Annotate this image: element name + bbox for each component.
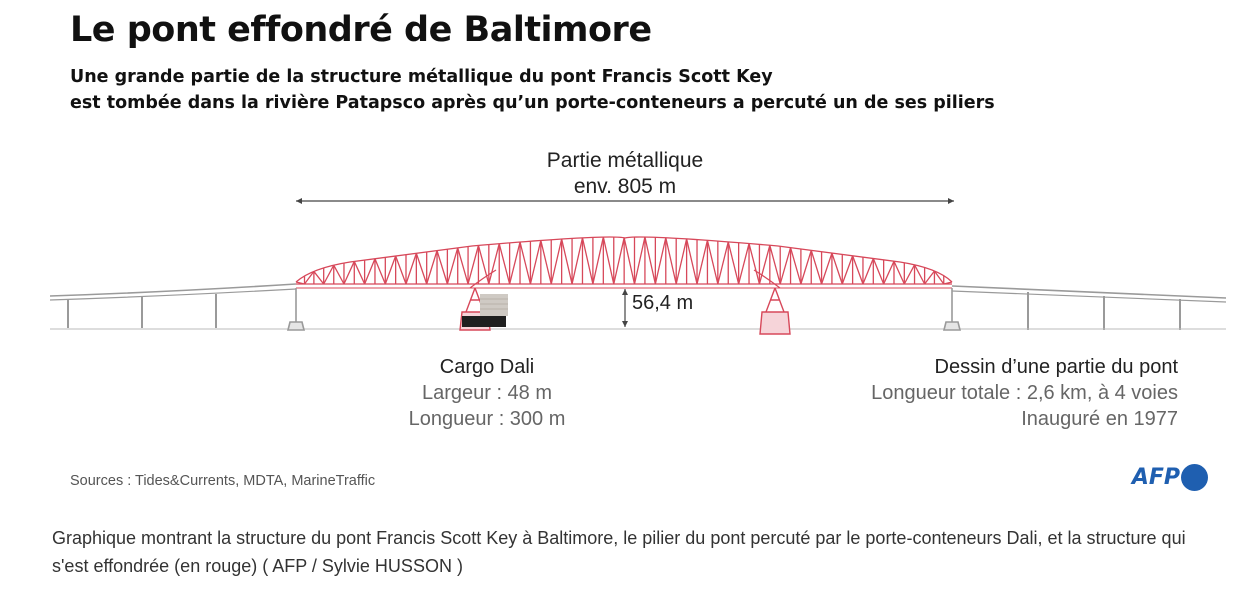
truss-diagonal <box>561 238 573 285</box>
truss-diagonal <box>685 238 698 285</box>
truss-diagonal <box>748 243 761 285</box>
truss-diagonal <box>581 237 594 285</box>
truss-diagonal <box>769 245 781 285</box>
truss-diagonal <box>862 258 874 285</box>
truss-diagonal <box>303 271 315 285</box>
afp-logo-dot-icon <box>1181 464 1208 491</box>
cargo-length: Longueur : 300 m <box>408 408 566 430</box>
span-dimension-arrow <box>296 198 954 204</box>
approach-left <box>50 283 297 328</box>
collapsed-truss <box>295 236 953 289</box>
truss-diagonal <box>395 255 407 285</box>
pier-right-main <box>759 287 791 335</box>
truss-diagonal <box>893 260 905 285</box>
truss-diagonal <box>333 264 345 285</box>
truss-diagonal <box>633 236 646 285</box>
subtitle-line-2: est tombée dans la rivière Patapsco aprè… <box>70 93 995 113</box>
truss-diagonal <box>675 238 688 285</box>
cargo-name: Cargo Dali <box>439 356 535 378</box>
truss-diagonal <box>529 240 542 285</box>
truss-diagonal <box>758 245 771 285</box>
truss-diagonal <box>436 250 448 285</box>
cargo-width: Largeur : 48 m <box>421 382 553 404</box>
truss-diagonal <box>810 250 823 285</box>
truss-diagonal <box>508 241 521 285</box>
truss-diagonal <box>323 264 335 285</box>
truss-diagonal <box>943 281 953 285</box>
truss-diagonal <box>654 237 667 285</box>
truss-diagonal <box>800 250 812 285</box>
truss-diagonal <box>706 240 719 285</box>
truss-diagonal <box>613 237 625 285</box>
truss-diagonal <box>519 241 532 285</box>
truss-diagonal <box>852 255 864 285</box>
bridge-drawing <box>50 198 1226 335</box>
truss-diagonal <box>789 247 802 285</box>
subtitle-line-1: Une grande partie de la structure métall… <box>70 67 773 87</box>
truss-diagonal <box>488 243 500 285</box>
truss-diagonal <box>903 264 916 285</box>
pier-left-end <box>286 288 306 331</box>
truss-diagonal <box>384 255 397 285</box>
truss-diagonal <box>913 264 926 285</box>
truss-diagonal <box>820 252 833 285</box>
bridge-info-length: Longueur totale : 2,6 km, à 4 voies <box>871 382 1178 404</box>
truss-diagonal <box>550 238 563 285</box>
truss-diagonal <box>540 240 552 285</box>
truss-diagonal <box>665 237 677 285</box>
truss-diagonal <box>727 241 740 285</box>
graphic-title: Le pont effondré de Baltimore <box>70 10 652 50</box>
truss-diagonal <box>426 250 438 285</box>
truss-diagonal <box>477 245 490 285</box>
truss-diagonal <box>592 236 604 285</box>
image-caption: Graphique montrant la structure du pont … <box>52 528 1186 576</box>
truss-diagonal <box>571 237 584 285</box>
truss-diagonal <box>696 240 709 285</box>
truss-diagonal <box>623 237 636 285</box>
truss-diagonal <box>313 271 325 285</box>
cargo-info: Cargo Dali Largeur : 48 m Longueur : 300… <box>387 354 587 432</box>
truss-diagonal <box>374 258 386 285</box>
truss-diagonal <box>644 236 656 285</box>
bridge-info: Dessin d’une partie du pont Longueur tot… <box>871 354 1178 432</box>
truss-diagonal <box>779 247 792 285</box>
truss-diagonal <box>738 243 750 285</box>
span-label-length: env. 805 m <box>573 175 677 198</box>
truss-diagonal <box>415 253 428 285</box>
truss-diagonal <box>872 258 885 285</box>
cargo-ship <box>462 294 508 327</box>
truss-diagonal <box>457 247 469 285</box>
truss-diagonal <box>467 245 480 285</box>
truss-diagonal <box>602 236 615 285</box>
bridge-info-inaugurated: Inauguré en 1977 <box>1021 408 1178 430</box>
truss-diagonal <box>717 241 729 285</box>
truss-diagonal <box>924 270 935 285</box>
truss-diagonal <box>831 252 843 285</box>
truss-diagonal <box>446 247 459 285</box>
afp-logo-text: AFP <box>1131 465 1180 490</box>
truss-diagonal <box>364 258 376 285</box>
truss-diagonal <box>933 270 945 285</box>
graphic-subtitle: Une grande partie de la structure métall… <box>70 64 995 116</box>
truss-diagonal <box>343 261 355 285</box>
clearance-arrow <box>622 289 628 327</box>
span-label: Partie métallique env. 805 m <box>525 148 725 200</box>
truss-diagonal <box>353 261 366 285</box>
bridge-info-heading: Dessin d’une partie du pont <box>934 356 1179 378</box>
approach-right <box>951 285 1226 330</box>
sources-note: Sources : Tides&Currents, MDTA, MarineTr… <box>70 473 376 489</box>
infographic: Le pont effondré de Baltimore Une grande… <box>50 0 1226 508</box>
truss-diagonal <box>841 255 854 285</box>
span-label-title: Partie métallique <box>546 149 704 172</box>
pier-right-end <box>942 288 962 331</box>
truss-diagonal <box>295 281 305 285</box>
truss-diagonal <box>498 243 511 285</box>
afp-logo: AFP <box>1132 464 1208 491</box>
truss-diagonal <box>405 253 417 285</box>
truss-diagonal <box>883 260 895 285</box>
clearance-label: 56,4 m <box>632 292 694 314</box>
